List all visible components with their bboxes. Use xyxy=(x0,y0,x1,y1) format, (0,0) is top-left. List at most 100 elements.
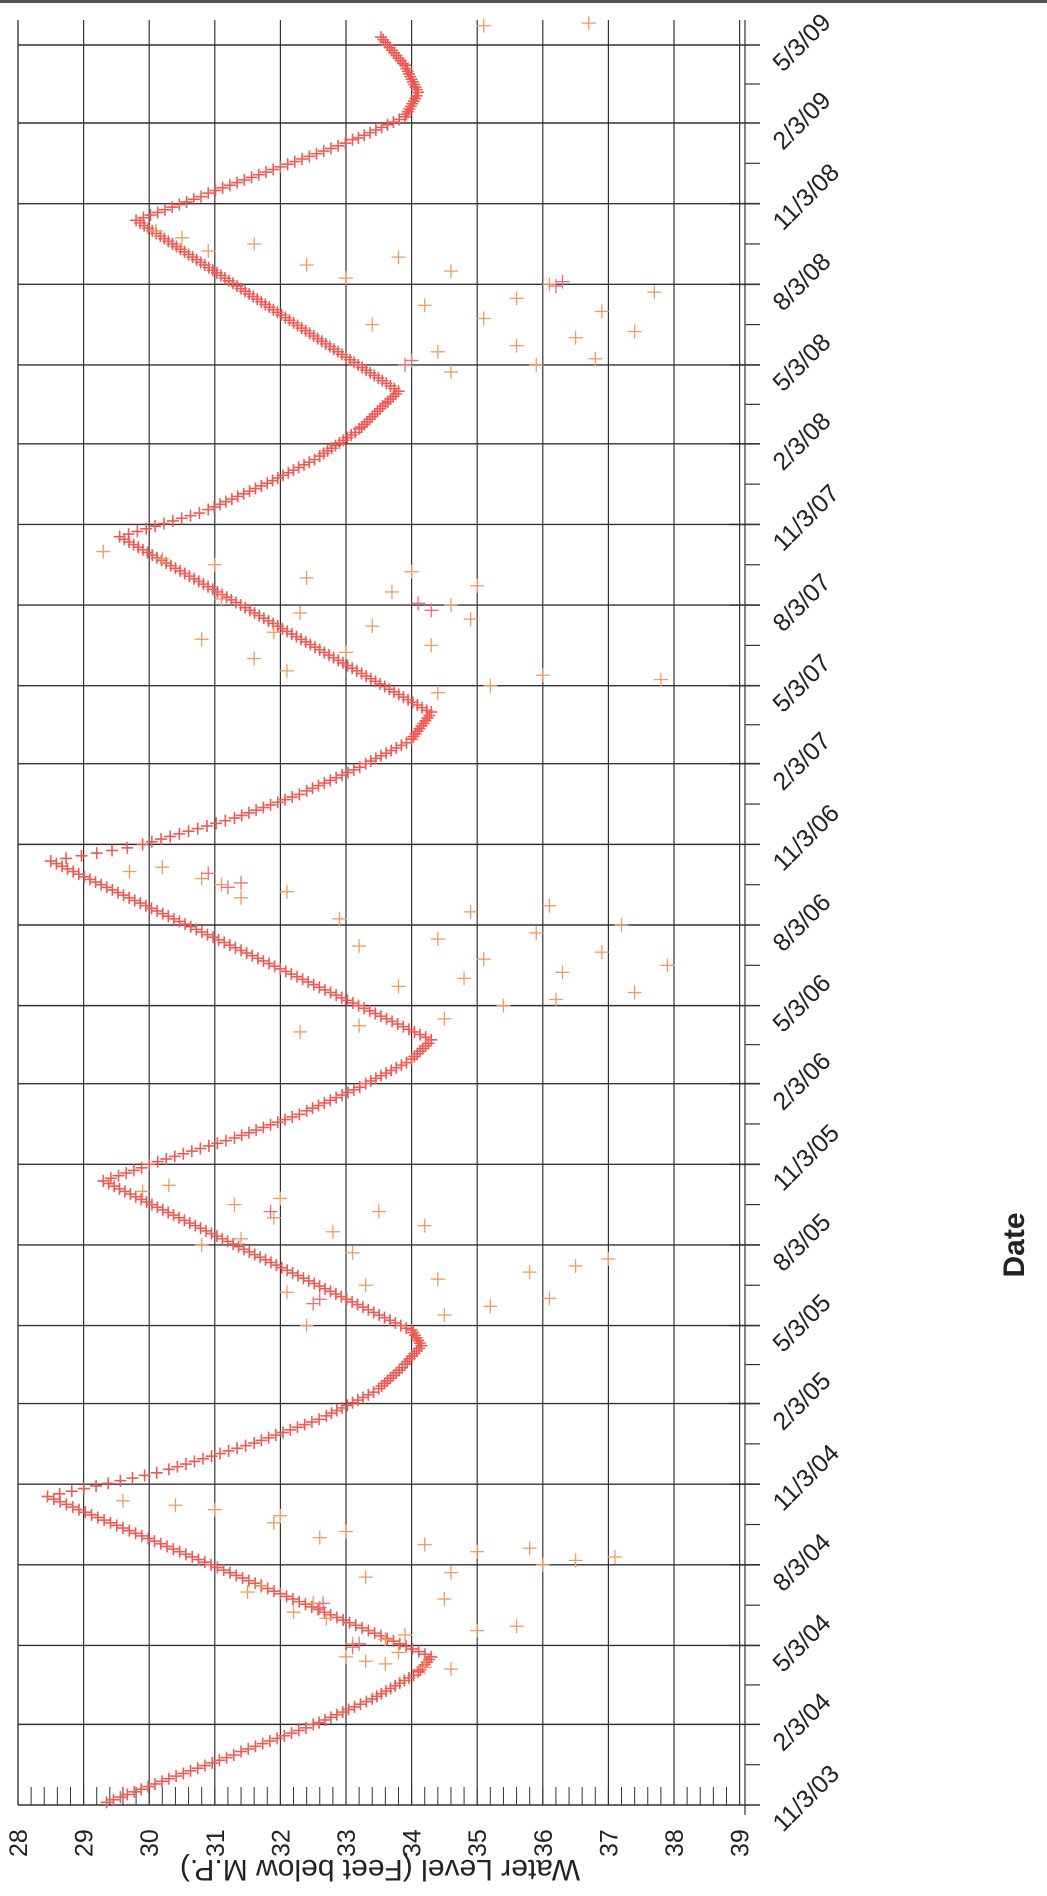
data-point xyxy=(237,1243,250,1256)
data-point xyxy=(402,67,415,80)
data-point xyxy=(319,1282,332,1295)
data-point xyxy=(219,495,232,508)
value-tick-label: 32 xyxy=(267,1829,295,1857)
data-point xyxy=(653,672,668,687)
data-point xyxy=(330,1091,343,1104)
data-point xyxy=(218,936,231,949)
data-point xyxy=(238,173,251,186)
data-point xyxy=(357,1391,370,1404)
data-point xyxy=(329,1288,342,1301)
data-point xyxy=(354,1698,367,1711)
data-point xyxy=(247,236,262,251)
data-point xyxy=(299,1598,312,1611)
data-point xyxy=(249,1740,262,1753)
data-point xyxy=(79,1506,92,1519)
data-point xyxy=(263,1204,278,1219)
data-point xyxy=(198,1759,211,1772)
data-point xyxy=(129,1190,142,1203)
data-point xyxy=(316,1596,331,1611)
data-point xyxy=(211,1561,224,1574)
data-point xyxy=(410,83,423,96)
data-point xyxy=(330,989,343,1002)
data-point xyxy=(145,1198,158,1211)
data-point xyxy=(404,564,419,579)
data-point xyxy=(242,806,255,819)
data-point xyxy=(271,796,284,809)
data-point xyxy=(318,1096,331,1109)
data-point xyxy=(191,1762,204,1775)
data-point xyxy=(360,1695,373,1708)
data-point xyxy=(405,73,418,86)
data-point xyxy=(307,978,320,991)
data-point xyxy=(535,1557,550,1572)
data-point xyxy=(297,1272,310,1285)
data-point xyxy=(313,1280,326,1293)
data-point xyxy=(416,1042,429,1055)
data-point xyxy=(77,1482,90,1495)
data-point xyxy=(121,1788,134,1801)
data-point xyxy=(279,884,294,899)
data-point xyxy=(120,1167,133,1180)
data-point xyxy=(158,203,171,216)
data-point xyxy=(154,1537,167,1550)
data-point xyxy=(219,1134,232,1147)
data-point xyxy=(166,514,179,527)
data-point xyxy=(243,485,256,498)
data-point xyxy=(201,928,214,941)
data-point xyxy=(270,1259,283,1272)
data-point xyxy=(227,1238,240,1251)
data-point xyxy=(208,500,221,513)
data-point xyxy=(287,464,300,477)
data-point xyxy=(245,171,258,184)
data-point xyxy=(369,1007,382,1020)
x-axis-title: Date xyxy=(998,1212,1031,1277)
data-point xyxy=(542,277,557,292)
data-point xyxy=(391,1645,406,1660)
data-point xyxy=(195,926,208,939)
data-point xyxy=(179,1548,192,1561)
data-point xyxy=(424,603,439,618)
data-point xyxy=(371,1204,386,1219)
data-point xyxy=(102,1177,115,1190)
data-point xyxy=(261,1582,274,1595)
data-point xyxy=(55,860,68,873)
data-point xyxy=(345,1640,360,1655)
data-point xyxy=(378,1632,393,1647)
data-point xyxy=(205,1450,218,1463)
data-point xyxy=(162,1772,175,1785)
data-point xyxy=(271,1116,284,1129)
data-point xyxy=(542,898,557,913)
data-point xyxy=(352,1018,367,1033)
data-point xyxy=(522,1541,537,1556)
data-point xyxy=(607,1549,622,1564)
data-point xyxy=(336,1089,349,1102)
data-point xyxy=(296,973,309,986)
data-point xyxy=(417,1660,432,1675)
data-point xyxy=(381,1632,394,1645)
data-point xyxy=(406,97,419,110)
data-point xyxy=(123,891,136,904)
data-point xyxy=(106,883,119,896)
data-point xyxy=(285,968,298,981)
data-point xyxy=(186,1550,199,1563)
data-point xyxy=(299,1318,314,1333)
data-point xyxy=(356,1621,369,1634)
data-point xyxy=(372,1382,385,1395)
grid-layer xyxy=(17,20,760,1815)
data-point xyxy=(253,1578,268,1593)
data-point xyxy=(235,1129,248,1142)
data-point xyxy=(286,791,299,804)
data-point xyxy=(509,338,524,353)
data-point xyxy=(198,1556,211,1569)
data-point xyxy=(408,78,421,91)
data-point xyxy=(405,1323,418,1336)
data-point xyxy=(308,1277,321,1290)
data-point xyxy=(177,1767,190,1780)
data-point xyxy=(135,1783,148,1796)
data-point xyxy=(273,1191,288,1206)
data-point xyxy=(259,1253,272,1266)
data-point xyxy=(349,1619,362,1632)
data-point xyxy=(555,274,570,289)
data-point xyxy=(483,1299,498,1314)
data-point xyxy=(117,1522,130,1535)
